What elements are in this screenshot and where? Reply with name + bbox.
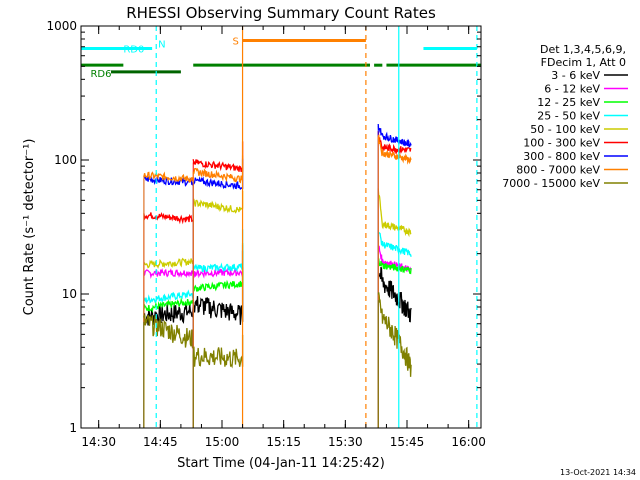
- series-line-7: [143, 175, 194, 187]
- series-line-9: [377, 292, 412, 377]
- x-tick-label: 14:45: [143, 435, 178, 449]
- y-tick-label: 1000: [46, 19, 77, 33]
- series-line-5: [377, 188, 412, 238]
- legend-label-6: 100 - 300 keV: [523, 137, 600, 150]
- y-tick-label: 1: [69, 421, 77, 435]
- legend-header: Det 1,3,4,5,6,9,: [540, 43, 626, 56]
- series-line-1: [143, 302, 194, 326]
- y-tick-label: 10: [62, 287, 77, 301]
- series-line-4: [143, 289, 194, 305]
- series-line-8: [143, 171, 194, 183]
- series-line-3: [143, 297, 194, 314]
- series-line-1: [377, 266, 412, 323]
- legend-label-4: 25 - 50 keV: [537, 110, 600, 123]
- series-line-4: [377, 231, 412, 257]
- chart-title: RHESSI Observing Summary Count Rates: [126, 4, 436, 22]
- mode-label-rd6: RD6: [90, 69, 111, 80]
- series-line-2: [377, 244, 412, 272]
- series-line-6: [377, 131, 412, 155]
- series-line-6: [192, 141, 244, 173]
- legend-label-2: 6 - 12 keV: [544, 83, 600, 96]
- series-line-3: [377, 257, 412, 275]
- series-line-5: [192, 190, 244, 214]
- x-tick-label: 15:15: [266, 435, 301, 449]
- series-line-8: [377, 134, 412, 165]
- mode-label-rd0: RD0: [123, 44, 144, 55]
- series-line-8: [192, 155, 244, 184]
- y-tick-label: 100: [54, 153, 77, 167]
- legend-label-7: 300 - 800 keV: [523, 150, 600, 163]
- x-tick-label: 15:30: [328, 435, 363, 449]
- series-line-9: [192, 334, 244, 369]
- x-tick-label: 16:00: [451, 435, 486, 449]
- legend-label-5: 50 - 100 keV: [530, 123, 600, 136]
- series-line-1: [192, 250, 244, 325]
- x-tick-label: 14:30: [81, 435, 116, 449]
- mode-label-s: S: [233, 36, 239, 47]
- legend-label-8: 800 - 7000 keV: [516, 164, 600, 177]
- series-line-2: [192, 245, 244, 279]
- series-line-2: [143, 268, 194, 279]
- legend-label-1: 3 - 6 keV: [551, 69, 600, 82]
- plot-frame: [80, 25, 482, 429]
- series-line-3: [192, 243, 244, 293]
- series-line-7: [192, 158, 244, 190]
- legend-label-3: 12 - 25 keV: [537, 96, 600, 109]
- series-line-9: [143, 314, 194, 349]
- x-tick-label: 15:45: [390, 435, 425, 449]
- legend-label-9: 7000 - 15000 keV: [502, 177, 600, 190]
- x-axis-label: Start Time (04-Jan-11 14:25:42): [177, 456, 385, 471]
- x-tick-label: 15:00: [205, 435, 240, 449]
- footer-timestamp: 13-Oct-2021 14:34: [560, 468, 636, 477]
- legend-header: FDecim 1, Att 0: [541, 56, 626, 69]
- series-line-7: [377, 123, 412, 148]
- marker-label-n: N: [158, 40, 165, 51]
- y-axis-label: Count Rate (s⁻¹ detector⁻¹): [22, 139, 37, 316]
- series-line-5: [143, 257, 194, 269]
- series-line-4: [192, 229, 244, 273]
- series-line-6: [143, 211, 194, 225]
